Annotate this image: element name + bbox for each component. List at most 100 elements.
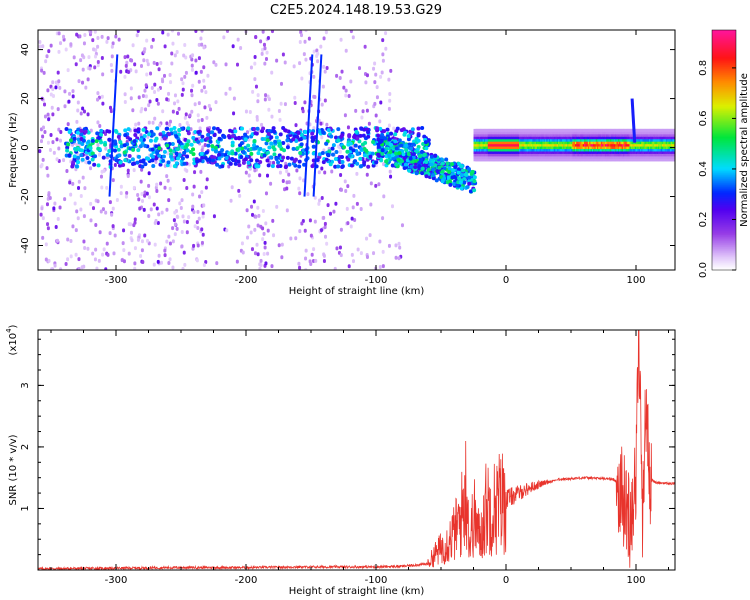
heatmap-cell	[94, 54, 98, 59]
heatmap-cell	[199, 69, 203, 74]
heatmap-cell	[208, 139, 213, 144]
heatmap-cell	[467, 181, 472, 186]
heatmap-cell	[110, 212, 114, 217]
heatmap-cell	[322, 64, 326, 69]
colorbar-step	[712, 146, 736, 149]
heatmap-cell	[195, 258, 199, 263]
heatmap-cell	[278, 132, 283, 137]
heatmap-cell	[44, 59, 48, 64]
heatmap-cell	[154, 144, 159, 149]
heatmap-cell	[79, 111, 83, 116]
heatmap-cell	[176, 99, 180, 104]
heatmap-cell	[298, 265, 302, 270]
heatmap-cell	[365, 73, 369, 78]
heatmap-cell	[263, 240, 267, 245]
colorbar-step	[712, 112, 736, 115]
heatmap-cell	[251, 212, 255, 217]
heatmap-cell	[304, 248, 308, 253]
heatmap-cell	[148, 99, 152, 104]
heatmap-cell	[317, 201, 321, 206]
heatmap-cell	[79, 128, 84, 133]
heatmap-cell	[180, 77, 184, 82]
heatmap-cell	[252, 138, 257, 143]
heatmap-cell	[675, 141, 679, 144]
heatmap-cell	[675, 146, 679, 149]
heatmap-cell	[81, 67, 85, 72]
heatmap-cell	[121, 241, 125, 246]
heatmap-cell	[350, 216, 354, 221]
colorbar-step	[712, 212, 736, 215]
heatmap-cell	[171, 41, 175, 46]
heatmap-cell	[196, 130, 201, 135]
heatmap-cell	[143, 190, 147, 195]
heatmap-cell	[109, 109, 113, 114]
heatmap-cell	[182, 150, 187, 155]
heatmap-cell	[167, 261, 171, 266]
heatmap-cell	[86, 246, 90, 251]
heatmap-cell	[224, 155, 229, 160]
heatmap-cell	[380, 148, 385, 153]
colorbar-step	[712, 258, 736, 261]
colorbar-step	[712, 178, 736, 181]
heatmap-cell	[136, 237, 140, 242]
heatmap-cell	[119, 191, 123, 196]
heatmap-cell	[380, 151, 385, 156]
y-tick-label: -20	[20, 188, 31, 204]
heatmap-cell	[194, 70, 198, 75]
heatmap-cell	[361, 109, 365, 114]
heatmap-cell	[197, 56, 201, 61]
heatmap-cell	[196, 113, 200, 118]
heatmap-cell	[88, 66, 92, 71]
colorbar-step	[712, 150, 736, 153]
heatmap-cell	[180, 144, 185, 149]
heatmap-cell	[351, 205, 355, 210]
heatmap-cell	[673, 143, 675, 147]
heatmap-cell	[177, 152, 182, 157]
heatmap-cell	[142, 134, 147, 139]
heatmap-cell	[119, 144, 124, 149]
heatmap-cell	[230, 151, 235, 156]
heatmap-cell	[343, 179, 347, 184]
heatmap-cell	[378, 139, 383, 144]
heatmap-cell	[197, 101, 201, 106]
heatmap-cell	[380, 70, 384, 75]
heatmap-cell	[87, 160, 92, 165]
heatmap-cell	[123, 128, 128, 133]
x-tick-label: 100	[626, 575, 645, 586]
x-tick-label: -300	[105, 275, 128, 286]
heatmap-cell	[298, 151, 303, 156]
heatmap-cell	[261, 30, 265, 34]
heatmap-cell	[187, 162, 191, 167]
colorbar-step	[712, 48, 736, 51]
heatmap-cell	[157, 253, 161, 258]
heatmap-cell	[64, 262, 68, 267]
heatmap-cell	[131, 108, 135, 113]
heatmap-cell	[426, 138, 431, 143]
colorbar-step	[712, 266, 736, 269]
heatmap-cell	[232, 111, 236, 116]
heatmap-cell	[466, 166, 471, 171]
heatmap-cell	[47, 117, 51, 122]
heatmap-cell	[212, 133, 217, 138]
heatmap-cell	[141, 93, 145, 98]
heatmap-cell	[200, 134, 205, 139]
heatmap-cell	[472, 188, 477, 193]
heatmap-cell	[249, 65, 253, 70]
heatmap-cell	[173, 93, 177, 98]
heatmap-cell	[346, 125, 350, 130]
heatmap-cell	[193, 102, 197, 107]
heatmap-cell	[373, 80, 377, 85]
colorbar-step	[712, 140, 736, 143]
colorbar-step	[712, 60, 736, 63]
heatmap-cell	[287, 172, 291, 177]
heatmap-cell	[233, 151, 238, 156]
heatmap-cell	[291, 146, 296, 151]
heatmap-cell	[283, 128, 288, 133]
heatmap-cell	[158, 162, 163, 167]
heatmap-cell	[384, 31, 388, 36]
heatmap-cell	[57, 127, 61, 132]
heatmap-cell	[299, 132, 304, 137]
heatmap-cell	[190, 67, 194, 72]
heatmap-cell	[673, 128, 675, 132]
heatmap-cell	[366, 164, 371, 169]
